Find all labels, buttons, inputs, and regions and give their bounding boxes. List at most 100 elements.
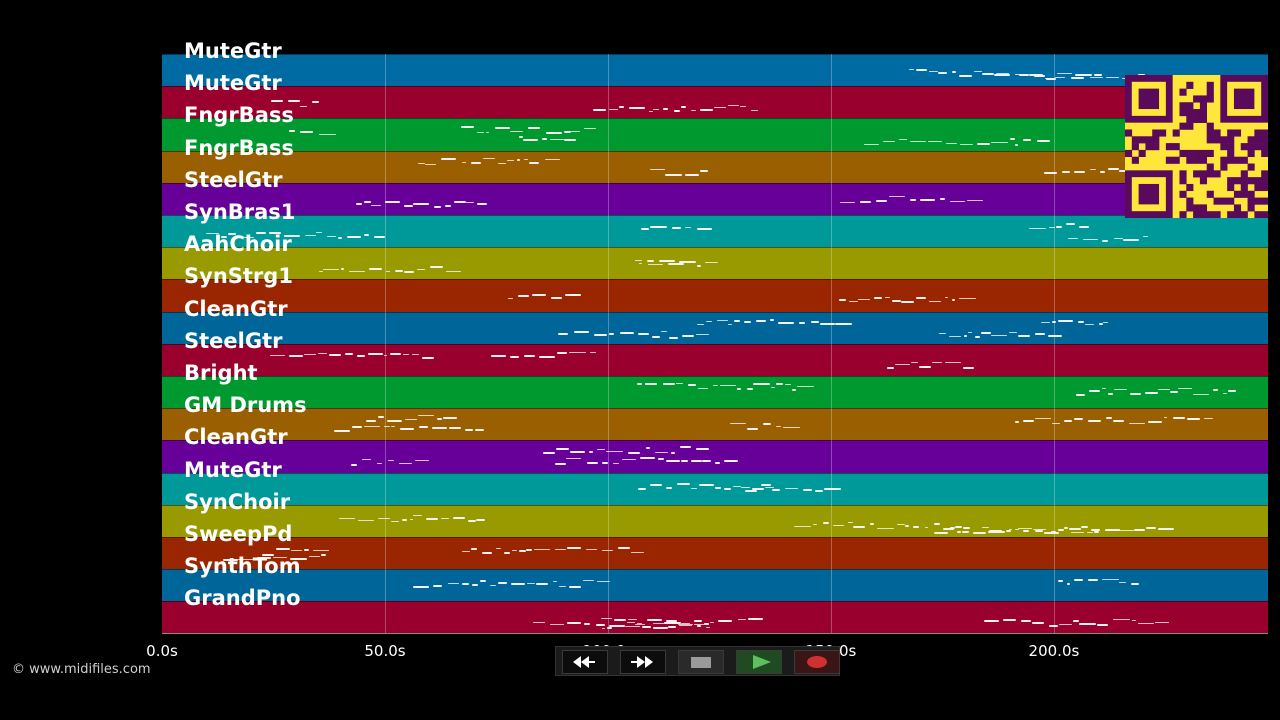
- note-mark: [1117, 529, 1134, 531]
- note-mark: [765, 486, 774, 488]
- note-mark: [476, 518, 485, 521]
- grid-line: [830, 54, 832, 633]
- note-mark: [589, 451, 594, 454]
- note-mark: [1064, 420, 1072, 423]
- note-mark: [932, 362, 942, 364]
- note-mark: [404, 205, 413, 208]
- note-mark: [910, 362, 919, 364]
- note-mark: [933, 532, 948, 535]
- note-mark: [1083, 238, 1098, 240]
- note-mark: [529, 161, 540, 164]
- note-mark: [436, 417, 443, 420]
- track-lane: [162, 472, 1268, 506]
- note-mark: [882, 140, 895, 142]
- note-mark: [539, 356, 555, 359]
- note-mark: [1055, 225, 1063, 228]
- note-mark: [1059, 624, 1072, 626]
- note-mark: [323, 268, 339, 270]
- note-mark: [452, 516, 465, 519]
- fast-forward-button[interactable]: [620, 650, 666, 674]
- rewind-button[interactable]: [562, 650, 608, 674]
- note-mark: [884, 296, 891, 298]
- note-mark: [728, 323, 733, 325]
- note-mark: [839, 201, 856, 203]
- note-mark: [262, 553, 274, 556]
- note-mark: [744, 489, 757, 492]
- note-mark: [1033, 75, 1045, 78]
- note-mark: [1087, 532, 1093, 534]
- note-mark: [874, 296, 883, 299]
- note-mark: [916, 69, 928, 72]
- note-mark: [319, 133, 336, 135]
- note-mark: [1017, 334, 1031, 337]
- note-mark: [647, 619, 663, 622]
- note-mark: [1079, 225, 1089, 228]
- note-mark: [919, 366, 931, 369]
- note-mark: [859, 200, 872, 203]
- note-mark: [938, 71, 947, 74]
- note-mark: [628, 106, 645, 109]
- note-mark: [290, 557, 307, 560]
- note-mark: [870, 523, 875, 526]
- note-mark: [698, 483, 714, 486]
- note-mark: [1093, 73, 1102, 76]
- note-mark: [626, 622, 635, 624]
- track-lane: [162, 54, 1268, 87]
- note-mark: [672, 227, 681, 230]
- note-mark: [1090, 169, 1096, 171]
- note-mark: [962, 530, 969, 533]
- note-mark: [649, 111, 653, 113]
- fast-forward-icon: [631, 656, 653, 668]
- note-mark: [679, 625, 692, 627]
- track-lane: [162, 311, 1268, 345]
- note-mark: [358, 519, 374, 521]
- note-mark: [820, 322, 835, 325]
- note-mark: [1137, 73, 1145, 76]
- note-mark: [853, 526, 865, 529]
- note-mark: [321, 554, 327, 557]
- note-mark: [1102, 578, 1119, 580]
- note-mark: [387, 420, 402, 423]
- note-mark: [645, 626, 650, 629]
- note-mark: [688, 384, 697, 387]
- note-mark: [1186, 417, 1201, 420]
- note-mark: [1144, 391, 1158, 394]
- note-mark: [1049, 624, 1059, 627]
- note-mark: [734, 320, 741, 323]
- note-mark: [691, 109, 697, 111]
- note-mark: [339, 517, 355, 519]
- note-mark: [527, 582, 536, 584]
- note-mark: [650, 169, 665, 171]
- note-mark: [555, 549, 566, 551]
- note-mark: [905, 525, 910, 528]
- note-mark: [813, 524, 817, 526]
- note-mark: [390, 520, 400, 522]
- note-mark: [1048, 335, 1063, 338]
- note-mark: [1066, 583, 1071, 586]
- note-mark: [238, 558, 253, 560]
- note-mark: [942, 528, 954, 531]
- note-mark: [431, 427, 447, 430]
- note-mark: [607, 627, 612, 630]
- grid-line: [384, 54, 386, 633]
- record-button[interactable]: [794, 650, 840, 674]
- note-mark: [681, 460, 689, 463]
- note-mark: [649, 484, 662, 487]
- note-mark: [1018, 528, 1033, 530]
- note-mark: [957, 530, 962, 533]
- note-mark: [569, 451, 586, 454]
- note-mark: [1146, 527, 1156, 530]
- note-mark: [479, 580, 487, 583]
- note-mark: [732, 486, 741, 488]
- note-mark: [814, 489, 824, 492]
- note-mark: [1108, 392, 1113, 395]
- note-mark: [355, 202, 362, 205]
- note-mark: [1009, 332, 1017, 334]
- stop-button[interactable]: [678, 650, 724, 674]
- note-mark: [303, 549, 310, 552]
- note-mark: [316, 231, 323, 233]
- note-mark: [326, 236, 337, 238]
- note-mark: [489, 585, 496, 587]
- track-lane: [162, 537, 1268, 570]
- play-button[interactable]: [736, 650, 782, 674]
